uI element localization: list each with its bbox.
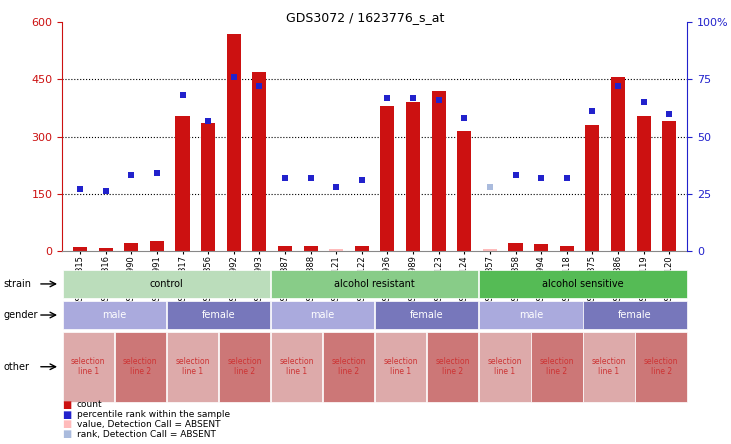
Bar xyxy=(252,72,266,251)
Bar xyxy=(534,244,548,251)
Text: selection
line 1: selection line 1 xyxy=(488,357,522,377)
Text: selection
line 1: selection line 1 xyxy=(175,357,210,377)
Text: selection
line 1: selection line 1 xyxy=(592,357,626,377)
Text: GDS3072 / 1623776_s_at: GDS3072 / 1623776_s_at xyxy=(287,11,444,24)
Bar xyxy=(99,248,113,251)
Bar xyxy=(124,243,138,251)
Text: selection
line 1: selection line 1 xyxy=(384,357,418,377)
Text: other: other xyxy=(4,362,30,372)
Text: male: male xyxy=(519,310,543,320)
Text: control: control xyxy=(149,279,183,289)
Text: ■: ■ xyxy=(62,410,72,420)
Bar xyxy=(175,115,189,251)
Bar xyxy=(73,247,87,251)
Bar xyxy=(586,125,599,251)
Bar xyxy=(329,249,344,251)
Bar xyxy=(611,77,625,251)
Text: alcohol sensitive: alcohol sensitive xyxy=(542,279,624,289)
Text: percentile rank within the sample: percentile rank within the sample xyxy=(77,410,230,419)
Bar xyxy=(150,242,164,251)
Text: selection
line 2: selection line 2 xyxy=(227,357,262,377)
Text: selection
line 2: selection line 2 xyxy=(644,357,678,377)
Bar xyxy=(406,102,420,251)
Bar xyxy=(380,106,395,251)
Text: selection
line 2: selection line 2 xyxy=(436,357,470,377)
Bar xyxy=(355,246,369,251)
Text: selection
line 2: selection line 2 xyxy=(539,357,574,377)
Text: selection
line 1: selection line 1 xyxy=(71,357,105,377)
Text: selection
line 1: selection line 1 xyxy=(279,357,314,377)
Text: male: male xyxy=(311,310,335,320)
Text: ■: ■ xyxy=(62,420,72,429)
Text: count: count xyxy=(77,400,102,409)
Bar xyxy=(303,246,318,251)
Bar xyxy=(431,91,446,251)
Text: ■: ■ xyxy=(62,400,72,410)
Text: male: male xyxy=(102,310,126,320)
Text: value, Detection Call = ABSENT: value, Detection Call = ABSENT xyxy=(77,420,220,429)
Text: female: female xyxy=(618,310,652,320)
Text: strain: strain xyxy=(4,279,31,289)
Text: gender: gender xyxy=(4,310,38,320)
Bar xyxy=(201,123,215,251)
Text: female: female xyxy=(410,310,444,320)
Text: ■: ■ xyxy=(62,429,72,439)
Text: selection
line 2: selection line 2 xyxy=(123,357,157,377)
Bar xyxy=(509,243,523,251)
Bar xyxy=(227,34,240,251)
Bar xyxy=(483,249,497,251)
Bar xyxy=(560,246,574,251)
Text: rank, Detection Call = ABSENT: rank, Detection Call = ABSENT xyxy=(77,430,216,439)
Bar xyxy=(458,131,471,251)
Text: selection
line 2: selection line 2 xyxy=(331,357,366,377)
Text: alcohol resistant: alcohol resistant xyxy=(334,279,415,289)
Bar xyxy=(662,121,676,251)
Bar xyxy=(278,246,292,251)
Bar xyxy=(637,115,651,251)
Text: female: female xyxy=(202,310,235,320)
